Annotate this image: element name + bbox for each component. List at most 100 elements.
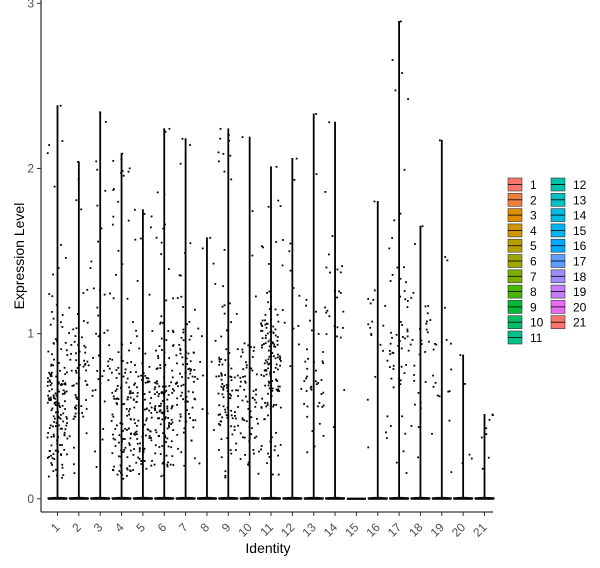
jitter-point xyxy=(148,391,151,394)
jitter-point xyxy=(303,380,306,382)
jitter-point xyxy=(432,374,434,377)
jitter-point xyxy=(130,418,132,421)
jitter-point xyxy=(225,329,228,332)
jitter-point xyxy=(73,446,75,449)
jitter-point xyxy=(277,385,280,388)
jitter-point xyxy=(272,355,275,358)
jitter-point xyxy=(182,431,185,434)
jitter-point xyxy=(369,302,372,305)
jitter-point xyxy=(266,462,268,465)
jitter-point xyxy=(65,453,68,456)
violins-layer xyxy=(47,20,495,500)
jitter-point xyxy=(445,338,448,341)
jitter-point xyxy=(231,389,234,392)
jitter-point xyxy=(260,448,262,451)
jitter-point xyxy=(92,356,94,359)
jitter-point xyxy=(260,329,262,332)
jitter-point xyxy=(339,336,342,339)
jitter-point xyxy=(220,378,223,381)
jitter-point xyxy=(135,329,137,332)
jitter-point xyxy=(75,371,78,374)
jitter-point xyxy=(448,390,451,393)
jitter-point xyxy=(166,405,169,408)
jitter-point xyxy=(46,384,49,387)
jitter-point xyxy=(132,453,135,456)
jitter-point xyxy=(148,365,151,368)
jitter-point xyxy=(218,358,221,361)
jitter-point xyxy=(167,461,169,464)
jitter-point xyxy=(391,59,394,61)
jitter-point xyxy=(157,395,160,398)
jitter-point xyxy=(187,390,190,393)
jitter-point xyxy=(137,419,140,422)
jitter-point xyxy=(395,461,398,464)
jitter-point xyxy=(84,351,87,354)
jitter-point xyxy=(76,398,79,400)
jitter-point xyxy=(255,393,257,396)
jitter-point xyxy=(47,380,49,383)
jitter-point xyxy=(160,253,163,255)
jitter-point xyxy=(176,397,179,400)
jitter-point xyxy=(54,392,57,395)
jitter-point xyxy=(136,442,139,445)
jitter-points-layer xyxy=(46,20,494,480)
jitter-point xyxy=(268,382,271,384)
legend-label: 3 xyxy=(530,209,537,223)
jitter-point xyxy=(251,254,254,257)
jitter-point xyxy=(265,373,268,376)
jitter-point xyxy=(424,381,427,383)
jitter-point xyxy=(173,389,175,392)
jitter-point xyxy=(151,460,153,462)
jitter-point xyxy=(185,357,188,360)
jitter-point xyxy=(224,476,227,479)
jitter-point xyxy=(405,281,407,284)
jitter-point xyxy=(246,400,249,403)
jitter-point xyxy=(276,339,279,342)
jitter-point xyxy=(96,370,99,372)
x-tick-label: 1 xyxy=(48,520,63,535)
jitter-point xyxy=(279,364,281,367)
jitter-point xyxy=(435,343,438,346)
jitter-point xyxy=(112,437,115,440)
jitter-point xyxy=(305,298,308,301)
violin-2 xyxy=(68,161,89,500)
jitter-point xyxy=(178,419,181,422)
x-tick-label: 20 xyxy=(449,520,469,540)
jitter-point xyxy=(275,431,277,434)
jitter-point xyxy=(164,385,167,388)
jitter-point xyxy=(268,263,270,265)
jitter-point xyxy=(47,475,50,478)
jitter-point xyxy=(55,375,58,378)
jitter-point xyxy=(160,475,163,478)
jitter-point xyxy=(129,449,132,452)
jitter-point xyxy=(95,160,98,163)
violin-20 xyxy=(453,354,474,500)
jitter-point xyxy=(317,405,319,408)
jitter-point xyxy=(403,372,406,375)
jitter-point xyxy=(74,335,77,337)
jitter-point xyxy=(156,367,159,370)
jitter-point xyxy=(279,443,282,446)
jitter-point xyxy=(95,466,98,468)
jitter-point xyxy=(449,342,452,345)
legend-label: 4 xyxy=(530,224,537,238)
jitter-point xyxy=(220,385,223,388)
jitter-point xyxy=(275,363,278,366)
jitter-point xyxy=(82,415,85,418)
jitter-point xyxy=(54,468,57,471)
jitter-point xyxy=(278,390,281,392)
jitter-point xyxy=(124,427,126,430)
jitter-point xyxy=(129,396,132,399)
jitter-point xyxy=(332,426,335,428)
jitter-point xyxy=(275,404,278,406)
jitter-point xyxy=(85,399,87,401)
jitter-point xyxy=(52,394,55,397)
jitter-point xyxy=(63,433,66,436)
jitter-point xyxy=(261,346,263,349)
jitter-point xyxy=(155,368,158,370)
jitter-point xyxy=(230,394,232,397)
jitter-point xyxy=(413,374,415,376)
jitter-point xyxy=(112,297,115,300)
jitter-point xyxy=(273,371,275,373)
jitter-point xyxy=(306,348,308,351)
